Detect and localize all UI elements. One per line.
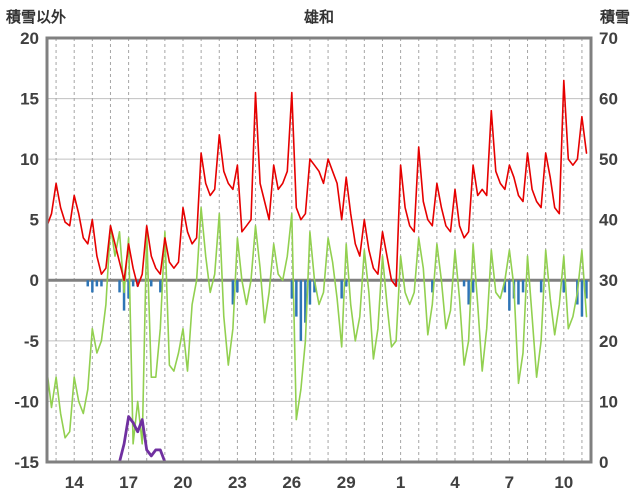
chart-title: 雄和 bbox=[303, 9, 334, 26]
red-line bbox=[47, 79, 588, 288]
x-tick-label: 1 bbox=[396, 473, 405, 492]
left-tick-label: 20 bbox=[20, 29, 39, 48]
x-tick-label: 17 bbox=[119, 473, 138, 492]
right-tick-label: 30 bbox=[599, 271, 618, 290]
green-line bbox=[47, 206, 588, 445]
x-tick-label: 14 bbox=[65, 473, 84, 492]
left-tick-label: -10 bbox=[14, 392, 39, 411]
left-tick-label: 5 bbox=[30, 211, 39, 230]
x-tick-label: 10 bbox=[554, 473, 573, 492]
left-tick-label: -15 bbox=[14, 453, 39, 472]
plot-border bbox=[45, 36, 593, 464]
x-tick-label: 7 bbox=[505, 473, 514, 492]
left-tick-label: 15 bbox=[20, 90, 39, 109]
left-tick-label: 10 bbox=[20, 150, 39, 169]
x-tick-label: 4 bbox=[450, 473, 460, 492]
right-tick-label: 0 bbox=[599, 453, 608, 472]
x-tick-label: 20 bbox=[174, 473, 193, 492]
right-tick-label: 10 bbox=[599, 392, 618, 411]
right-tick-label: 20 bbox=[599, 332, 618, 351]
purple-snow-line bbox=[118, 415, 588, 462]
right-tick-label: 40 bbox=[599, 211, 618, 230]
x-tick-label: 23 bbox=[228, 473, 247, 492]
x-tick-label: 29 bbox=[337, 473, 356, 492]
right-tick-label: 60 bbox=[599, 90, 618, 109]
left-tick-label: -5 bbox=[24, 332, 39, 351]
right-tick-label: 50 bbox=[599, 150, 618, 169]
left-axis-title: 積雪以外 bbox=[6, 9, 67, 26]
x-tick-label: 26 bbox=[282, 473, 301, 492]
right-tick-label: 70 bbox=[599, 29, 618, 48]
right-axis-title: 積雪 bbox=[599, 9, 630, 26]
left-tick-label: 0 bbox=[30, 271, 39, 290]
